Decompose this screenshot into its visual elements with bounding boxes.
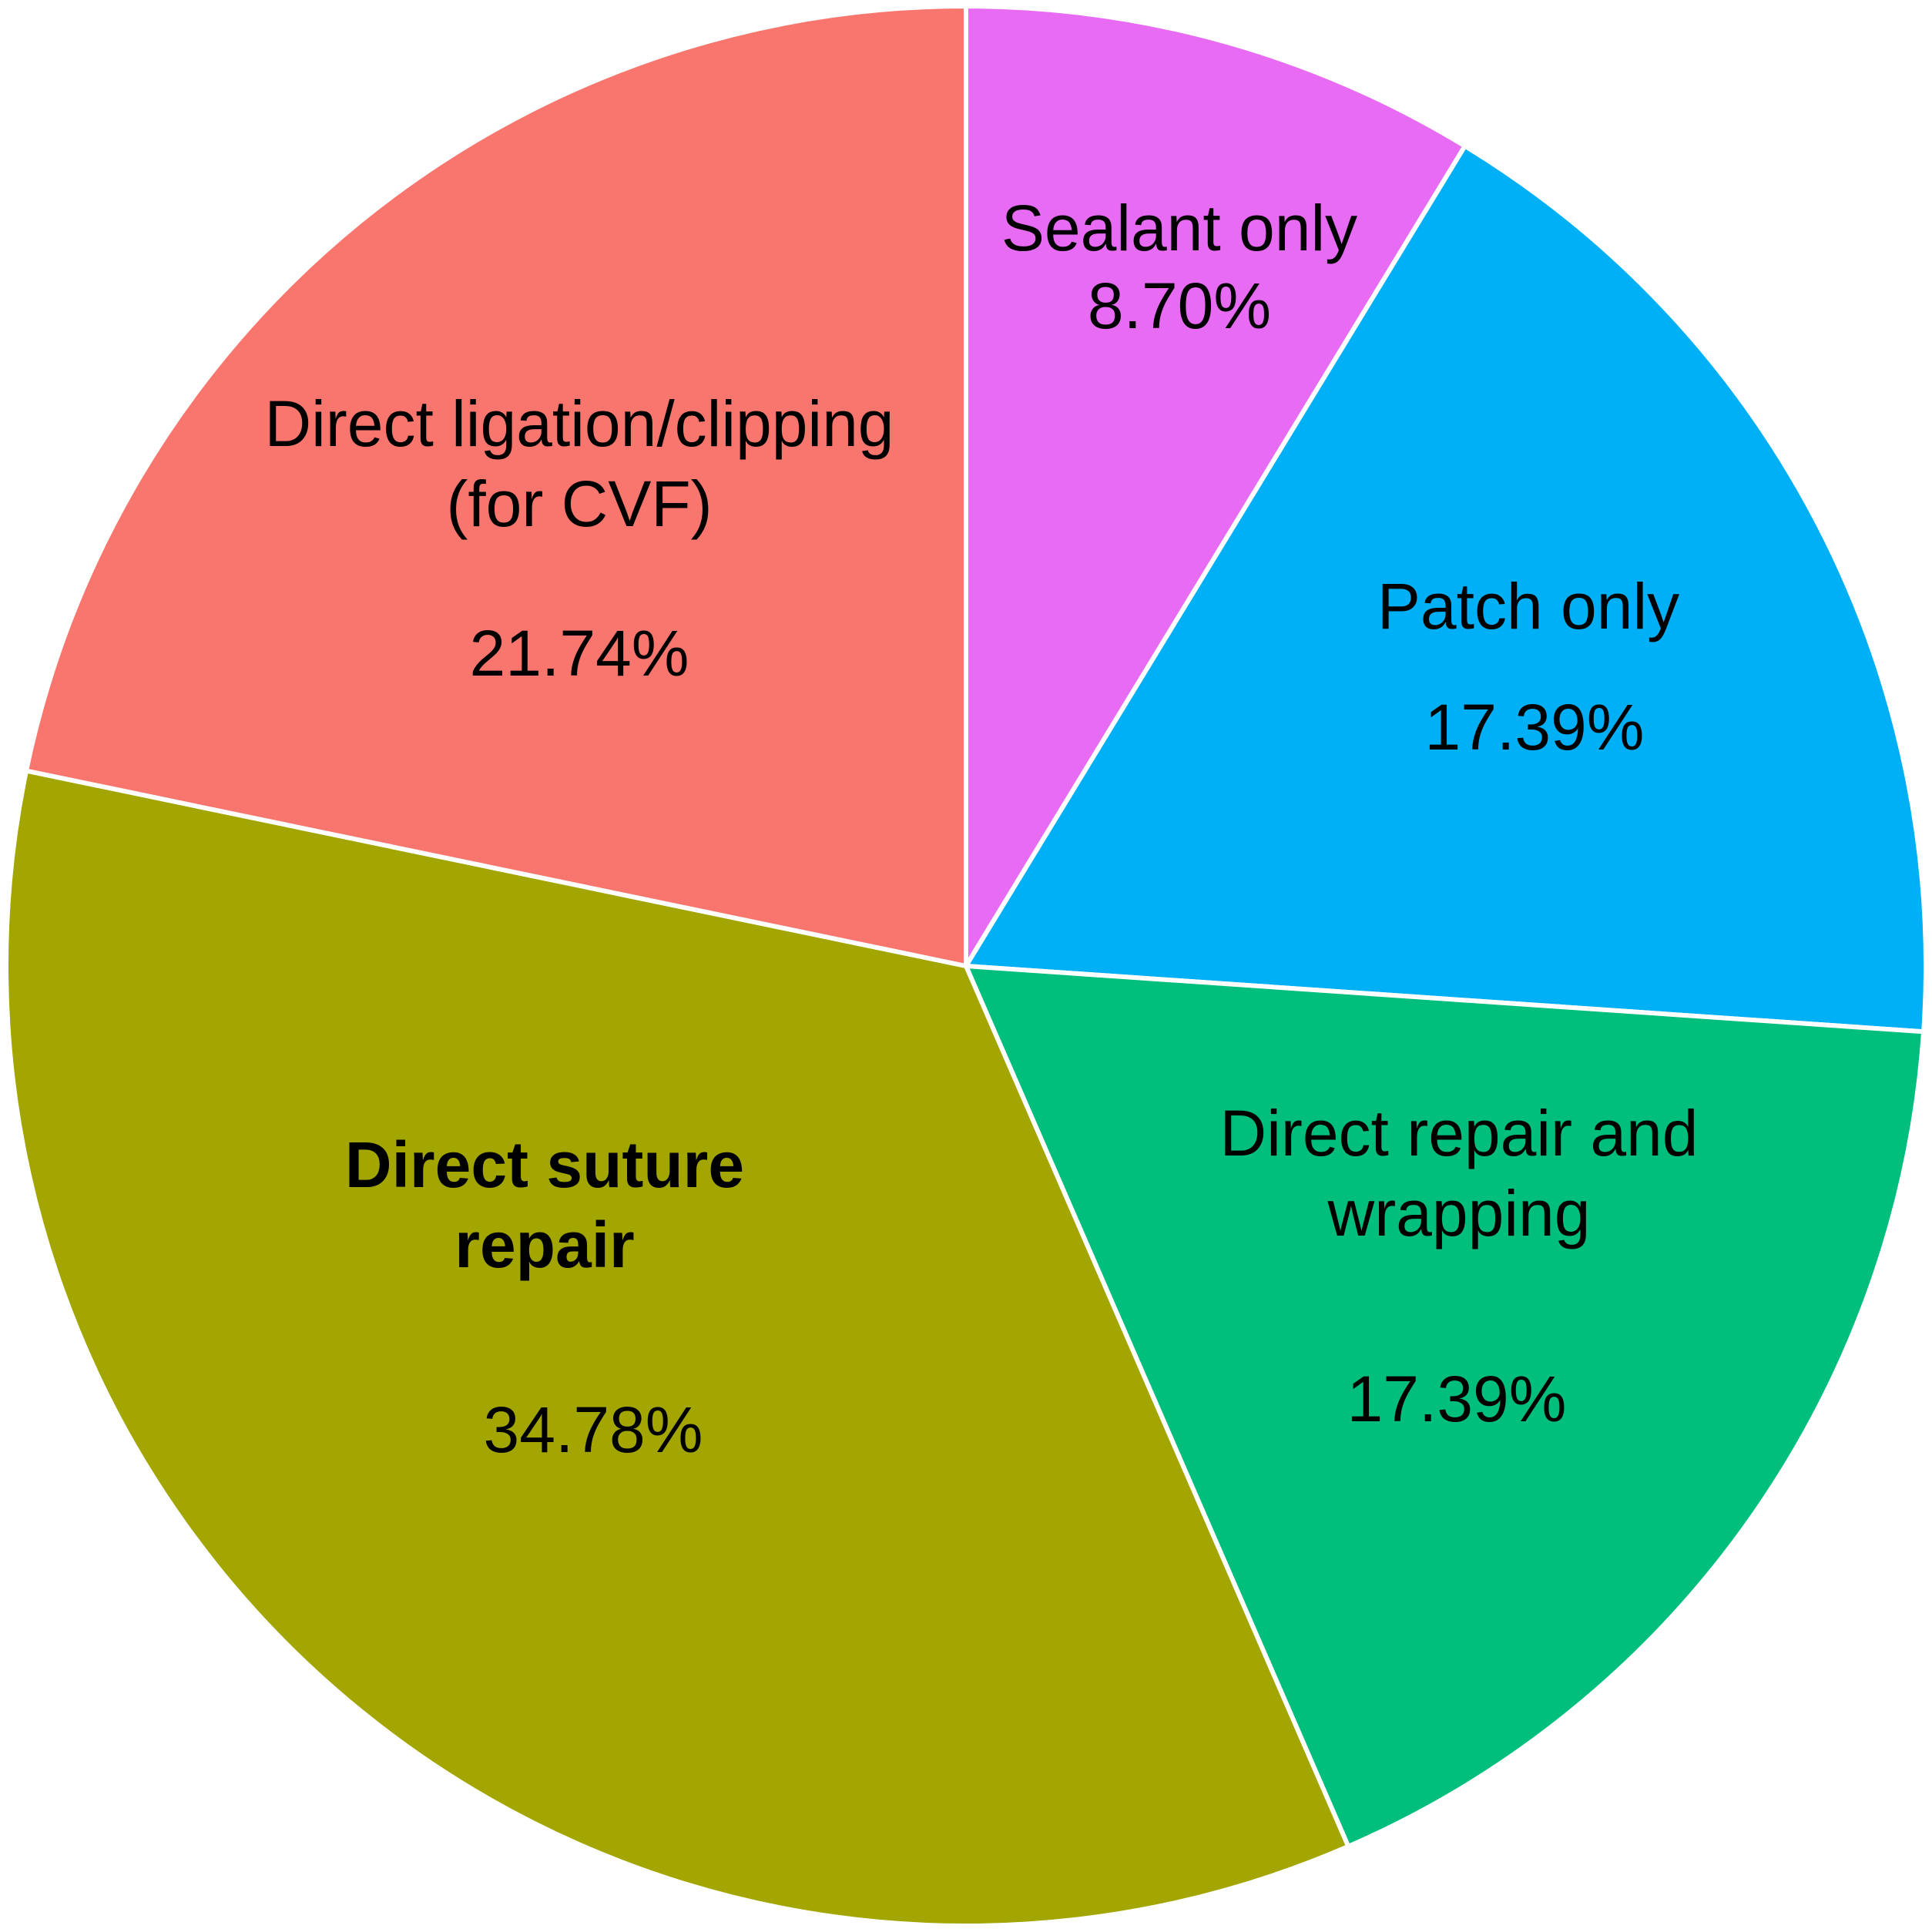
pie-slice: [962, 963, 1927, 1850]
slice-label: Patch only: [1377, 570, 1680, 642]
pie-slice: [964, 3, 1468, 974]
pie-slice: [961, 143, 1928, 1035]
pie-slice: [4, 768, 1352, 1928]
value-label: 34.78%: [483, 1394, 703, 1466]
value-label: 17.39%: [1347, 1363, 1567, 1435]
value-label: 21.74%: [469, 617, 689, 689]
slice-label: Direct ligation/clipping (for CVF): [264, 387, 894, 540]
pie-slice: [23, 3, 968, 969]
slice-label: Sealant only: [1001, 192, 1358, 264]
value-label: 8.70%: [1087, 270, 1272, 342]
slice-label: Direct repair and wrapping: [1219, 1097, 1699, 1249]
slice-label: Direct suture repair: [344, 1129, 745, 1281]
value-label: 17.39%: [1424, 691, 1645, 763]
